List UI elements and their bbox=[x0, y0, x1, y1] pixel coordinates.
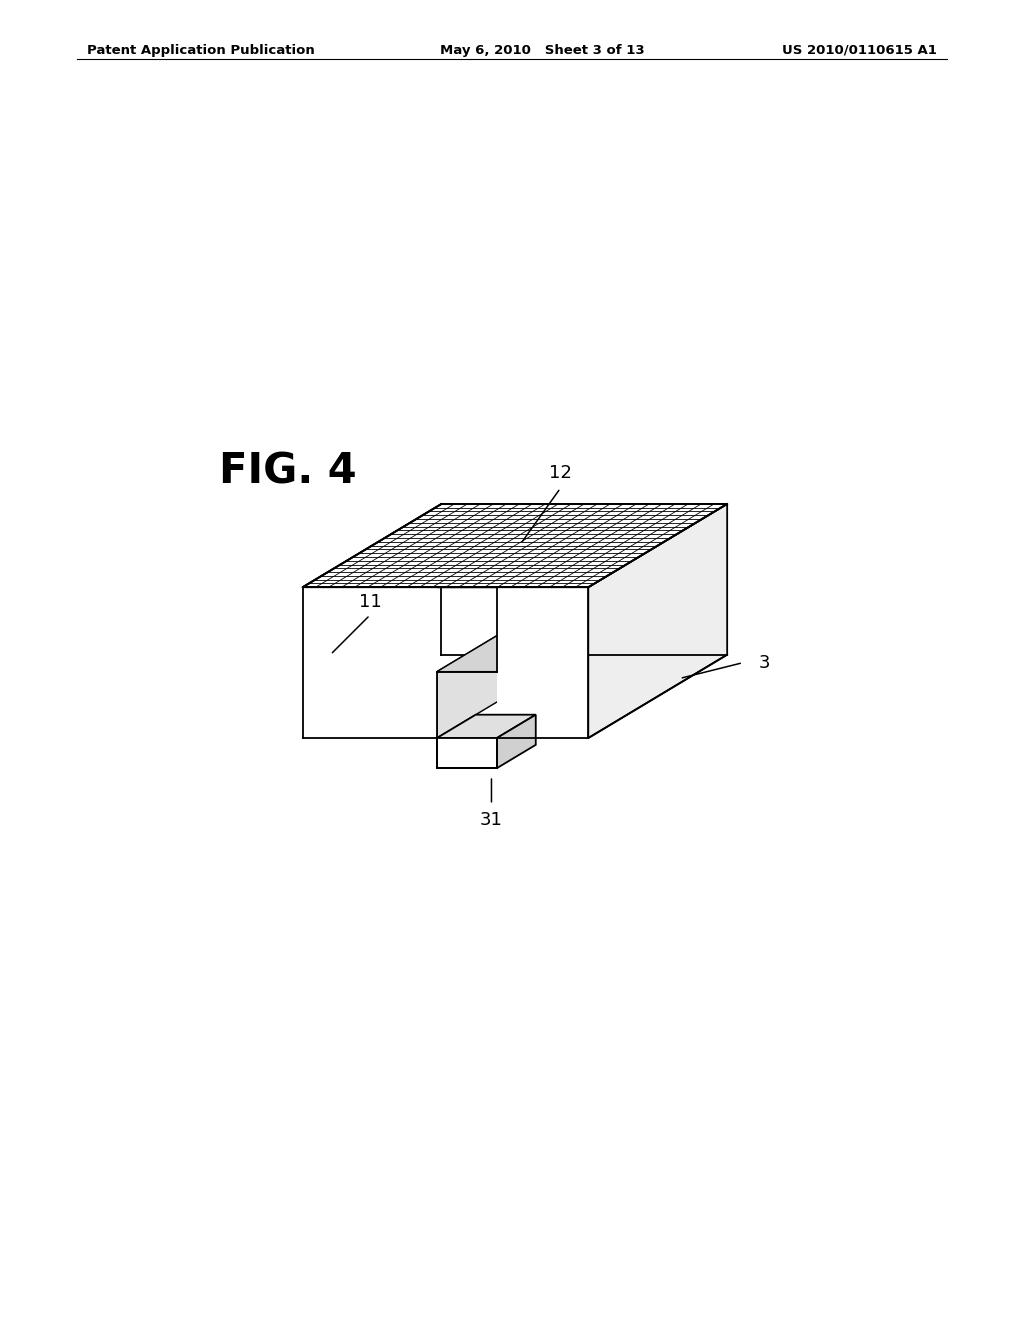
Text: May 6, 2010   Sheet 3 of 13: May 6, 2010 Sheet 3 of 13 bbox=[440, 44, 645, 57]
Text: 12: 12 bbox=[549, 463, 572, 482]
Polygon shape bbox=[497, 714, 536, 768]
Text: 3: 3 bbox=[759, 653, 770, 672]
Polygon shape bbox=[588, 504, 727, 738]
Polygon shape bbox=[437, 714, 536, 738]
Polygon shape bbox=[497, 587, 588, 672]
Polygon shape bbox=[303, 587, 437, 738]
Polygon shape bbox=[303, 504, 727, 587]
Polygon shape bbox=[437, 738, 497, 768]
Text: 31: 31 bbox=[480, 810, 503, 829]
Polygon shape bbox=[437, 632, 504, 738]
Text: US 2010/0110615 A1: US 2010/0110615 A1 bbox=[782, 44, 937, 57]
Polygon shape bbox=[497, 672, 588, 738]
Polygon shape bbox=[504, 632, 563, 698]
Text: Patent Application Publication: Patent Application Publication bbox=[87, 44, 314, 57]
Polygon shape bbox=[437, 632, 563, 672]
Text: 11: 11 bbox=[358, 593, 381, 611]
Text: FIG. 4: FIG. 4 bbox=[219, 450, 357, 492]
